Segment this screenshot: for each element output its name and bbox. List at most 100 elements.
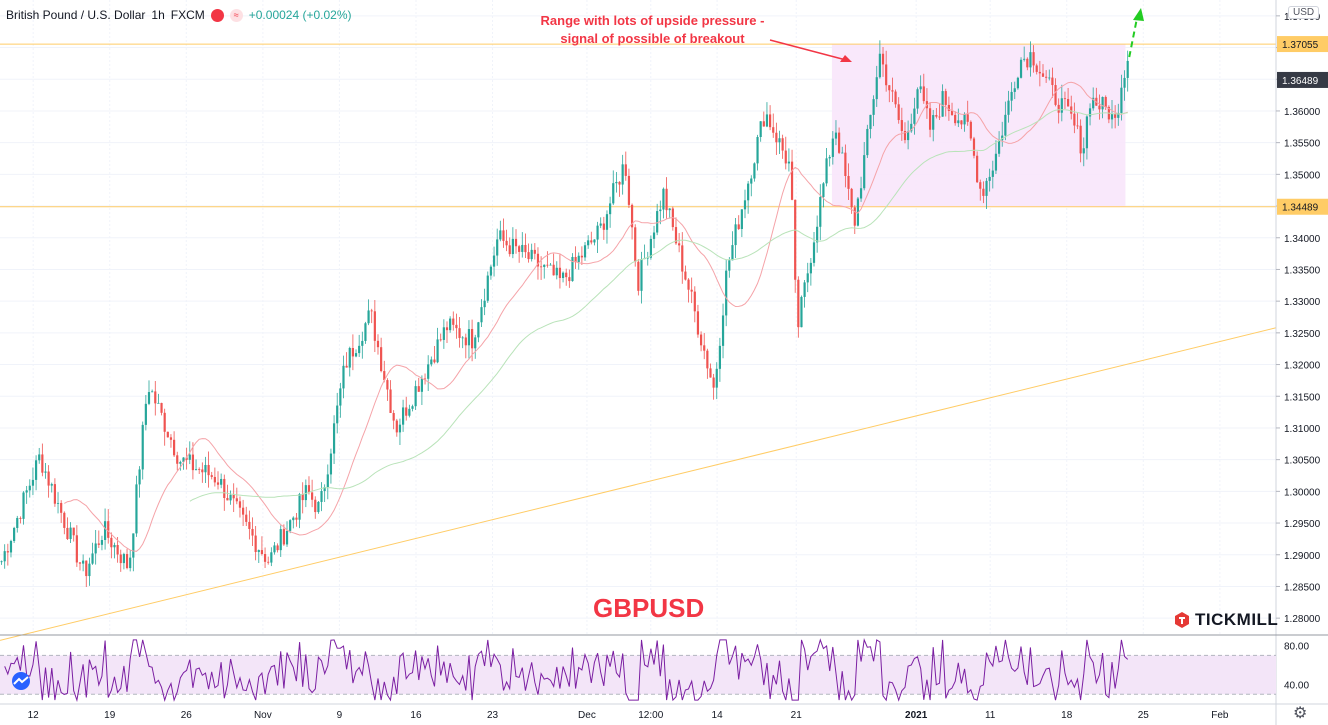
candle-body [932,115,935,130]
candle-body [160,402,163,413]
candle-body [317,501,320,513]
candle-body [326,474,329,488]
candle-body [1007,100,1010,115]
candle-body [311,492,314,500]
candle-body [665,188,668,211]
interval-label[interactable]: 1h [151,8,165,22]
x-tick-label: Feb [1211,710,1229,721]
candle-body [530,249,533,260]
candle-body [267,561,270,563]
candle-body [85,560,88,577]
exchange-label: FXCM [170,8,205,22]
candle-body [420,378,424,392]
candle-body [941,91,944,117]
candle-body [16,517,19,528]
arrows [769,8,1144,62]
candle-body [699,334,703,346]
candle-body [514,238,518,247]
candle-body [856,198,860,226]
candle-body [69,527,72,540]
candle-body [621,164,624,185]
candle-body [640,259,643,291]
annotation-line-1: Range with lots of upside pressure - [540,13,765,28]
candle-body [307,485,311,493]
candle-body [339,388,342,406]
y-tick-label: 1.28000 [1284,614,1321,625]
time-axis: 12 19 26 Nov 9 16 23 Dec 12:00 14 21 2021 11 18 25 Feb [0,703,1328,721]
candle-body [22,492,25,519]
rsi-pane: 80.00 40.00 [0,634,1328,703]
candle-body [944,91,947,105]
candle-body [759,121,762,138]
candle-body [997,140,1001,154]
candle-body [511,238,514,255]
candle-body [138,469,141,485]
candle-body [618,181,621,185]
candle-body [1019,59,1023,78]
candle-body [232,494,235,499]
candle-body [445,327,449,331]
candle-body [659,209,662,212]
y-tick-label: 1.31500 [1284,392,1321,403]
x-tick-label: 25 [1138,710,1150,721]
settings-gear-icon[interactable]: ⚙ [1293,705,1308,722]
x-tick-label: 12:00 [638,710,663,721]
candle-body [652,232,656,239]
candle-body [122,554,126,564]
candle-body [389,389,392,413]
candle-body [696,311,700,335]
x-tick-label: 11 [985,710,996,721]
level-lines [0,43,1276,208]
candle-body [483,300,486,308]
x-tick-label: 14 [712,710,724,721]
candle-body [477,322,480,338]
candle-body [960,120,963,125]
candle-body [1110,113,1114,120]
symbol-title[interactable]: British Pound / U.S. Dollar [6,8,146,22]
candle-body [260,550,264,555]
candle-body [408,408,411,416]
candle-body [828,156,831,159]
candle-body [994,153,998,171]
candle-body [731,245,734,261]
candle-body [376,340,380,348]
candle-body [238,501,242,508]
candle-body [721,315,725,346]
x-tick-label: 2021 [905,710,928,721]
x-tick-label: 18 [1061,710,1073,721]
candle-body [1057,104,1060,113]
candle-body [78,562,82,564]
candle-body [442,327,445,340]
candle-body [185,457,188,460]
candle-body [129,557,132,569]
tradingview-logo-icon[interactable] [10,672,32,690]
candle-body [982,188,985,196]
candle-body [194,469,198,471]
candle-body [634,227,637,262]
candle-body [649,238,652,258]
candle-body [772,127,775,133]
candle-body [894,91,897,105]
candle-body [216,482,220,485]
y-tick-label: 1.30500 [1284,456,1321,467]
candle-body [1082,148,1085,154]
candle-body [430,359,433,365]
candle-body [169,437,173,440]
y-tick-label: 1.36000 [1284,107,1321,118]
currency-button[interactable]: USD [1288,6,1320,19]
candle-body [853,207,856,226]
candle-body [762,121,765,127]
candle-body [963,114,966,125]
y-tick-label: 1.32500 [1284,329,1321,340]
candle-body [345,365,348,368]
candle-body [988,176,991,181]
candle-body [587,240,590,246]
candle-body [135,484,138,534]
candle-body [1001,135,1004,141]
candle-body [1041,73,1045,77]
candle-body [1048,77,1051,79]
candle-body [502,230,505,241]
candle-body [847,175,850,189]
candle-body [314,499,317,513]
